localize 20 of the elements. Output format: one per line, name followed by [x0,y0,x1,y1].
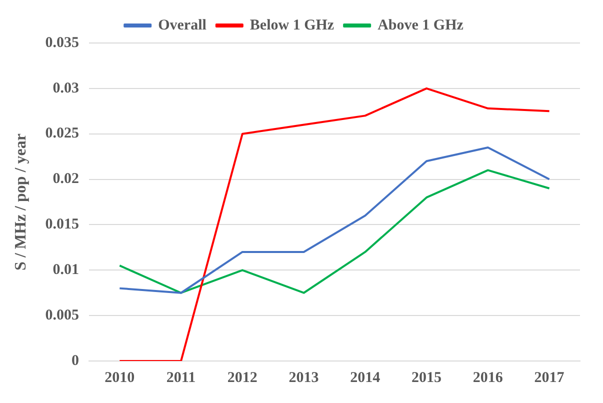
x-tick-label: 2015 [412,370,442,386]
x-tick-label: 2017 [534,370,565,386]
y-tick-label: 0.03 [52,80,79,96]
x-tick-label: 2012 [227,370,258,386]
legend-label: Overall [158,17,206,34]
y-tick-label: 0.02 [52,171,79,188]
y-tick-label: 0 [71,352,79,369]
legend-label: Above 1 GHz [378,17,464,34]
x-tick-label: 2014 [350,370,381,386]
y-tick-label: 0.005 [45,307,79,324]
y-axis-title: S / MHz / pop / year [12,134,30,270]
y-tick-label: 0.025 [45,126,79,142]
x-tick-label: 2010 [104,370,135,386]
x-tick-label: 2016 [472,370,504,386]
legend-label: Below 1 GHz [250,17,334,34]
x-tick-label: 2013 [288,370,319,386]
x-tick-label: 2011 [166,370,196,386]
y-tick-label: 0.015 [45,216,79,233]
y-tick-label: 0.035 [45,34,79,51]
y-tick-label: 0.01 [52,262,79,278]
